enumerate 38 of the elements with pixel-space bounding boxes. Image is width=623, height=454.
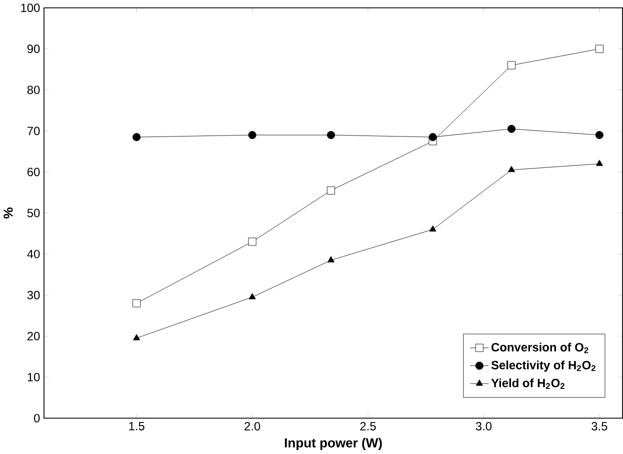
point (508, 166, 515, 172)
point (596, 160, 603, 166)
x-tick-label: 2.0 (244, 422, 260, 431)
point (595, 45, 604, 54)
point (595, 131, 604, 140)
point (133, 334, 140, 340)
y-tick-label: 80 (27, 86, 40, 94)
x-tick-label: 3.5 (592, 422, 608, 431)
legend-label: Yield of H$_{2}$O$_{2}$ (491, 378, 564, 390)
y-tick-label: 10 (28, 373, 40, 382)
point (326, 131, 335, 140)
point (428, 133, 437, 142)
y-tick-label: 70 (27, 126, 40, 136)
point (248, 131, 256, 140)
y-tick-label: 90 (27, 44, 40, 54)
point (327, 256, 334, 262)
y-tick-label: 100 (21, 4, 40, 12)
x-axis-title: Input power (W) (284, 438, 382, 450)
legend-label: Conversion of O$_{2}$ (492, 342, 588, 354)
y-tick-label: 40 (27, 250, 40, 258)
point (248, 293, 256, 300)
x-tick-label: 3.0 (476, 422, 492, 431)
point (429, 226, 436, 232)
point (132, 133, 141, 142)
point (132, 299, 141, 308)
point (248, 238, 256, 246)
point (326, 186, 335, 195)
y-tick-label: 20 (27, 332, 40, 340)
y-tick-label: 60 (27, 168, 40, 176)
y-tick-label: 30 (27, 291, 40, 300)
x-tick-label: 2.5 (360, 422, 376, 431)
point (507, 125, 516, 134)
x-tick-label: 1.5 (129, 422, 144, 430)
y-axis-title: % (4, 208, 13, 219)
y-tick-label: 0 (34, 414, 40, 423)
point (507, 61, 516, 70)
y-tick-label: 50 (27, 208, 40, 218)
legend-label: Selectivity of H$_{2}$O$_{2}$ (491, 360, 596, 372)
